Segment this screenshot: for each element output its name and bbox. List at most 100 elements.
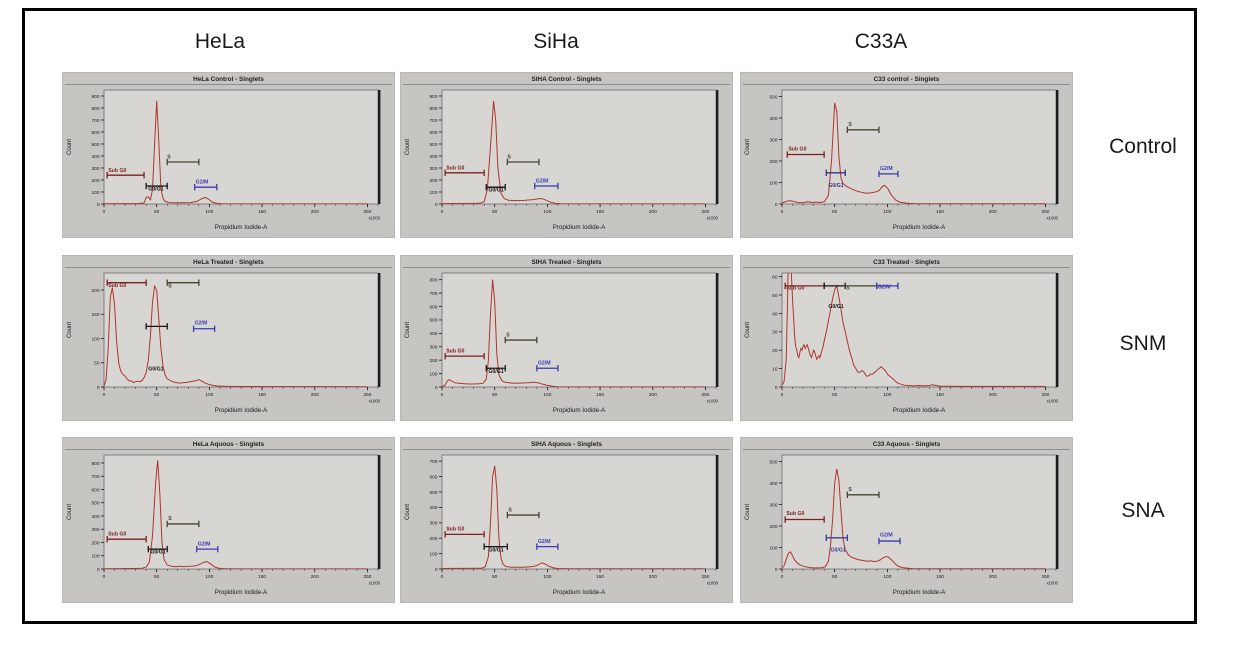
- histogram-panel-hela-sna: HeLa Aquous - Singlets 0 50 100 150 200 250 x10…: [62, 437, 395, 603]
- svg-text:G2/M: G2/M: [880, 166, 893, 172]
- svg-text:0: 0: [103, 209, 106, 215]
- figure-panel: HeLa SiHa C33A Control SNM SNA HeLa Cont…: [22, 8, 1197, 624]
- svg-text:100: 100: [883, 209, 891, 215]
- histogram-panel-c33a-control: C33 control - Singlets 0 50 100 150 200 250 x10…: [740, 72, 1073, 238]
- histogram-chart: SIHA Aquous - Singlets 0 50 100 150 200 250x10…: [400, 437, 733, 603]
- svg-text:100: 100: [429, 190, 437, 196]
- svg-text:200: 200: [649, 574, 657, 580]
- svg-text:100: 100: [205, 574, 213, 580]
- svg-text:200: 200: [311, 209, 319, 215]
- svg-text:Propidium Iodide-A: Propidium Iodide-A: [553, 589, 606, 596]
- histogram-chart: C33 control - Singlets 0 50 100 150 200 250x10…: [740, 72, 1073, 238]
- svg-text:500: 500: [429, 318, 437, 324]
- svg-text:G0/G1: G0/G1: [488, 188, 503, 194]
- svg-text:0: 0: [775, 202, 778, 208]
- svg-text:50: 50: [154, 392, 160, 398]
- svg-text:500: 500: [429, 490, 437, 496]
- svg-text:Propidium Iodide-A: Propidium Iodide-A: [553, 224, 606, 231]
- svg-text:600: 600: [429, 130, 437, 136]
- svg-text:HeLa Control - Singlets: HeLa Control - Singlets: [193, 76, 264, 83]
- column-header-hela: HeLa: [194, 30, 246, 53]
- svg-text:Sub G0: Sub G0: [788, 147, 806, 153]
- svg-text:500: 500: [769, 459, 777, 465]
- svg-text:G2/M: G2/M: [536, 178, 549, 184]
- svg-text:200: 200: [311, 574, 319, 580]
- svg-text:100: 100: [429, 371, 437, 377]
- svg-text:50: 50: [492, 209, 498, 215]
- svg-text:0: 0: [97, 385, 100, 391]
- svg-text:150: 150: [91, 312, 99, 318]
- svg-text:x1000: x1000: [369, 216, 381, 221]
- svg-text:800: 800: [429, 106, 437, 112]
- svg-text:300: 300: [429, 166, 437, 172]
- histogram-panel-hela-control: HeLa Control - Singlets 0 50 100 150 200 250 x1…: [62, 72, 395, 238]
- histogram-panel-siha-sna: SIHA Aquous - Singlets 0 50 100 150 200 250 x10…: [400, 437, 733, 603]
- svg-text:100: 100: [429, 551, 437, 557]
- row-label-control: Control: [1109, 135, 1177, 158]
- svg-text:S: S: [506, 333, 510, 339]
- svg-text:300: 300: [91, 166, 99, 172]
- svg-text:100: 100: [91, 554, 99, 560]
- svg-text:150: 150: [936, 209, 944, 215]
- histogram-chart: HeLa Control - Singlets 0 50 100 150 200 250x1…: [62, 72, 395, 238]
- svg-text:200: 200: [649, 392, 657, 398]
- svg-text:x1000: x1000: [707, 581, 719, 586]
- svg-text:G0/G1: G0/G1: [148, 367, 163, 373]
- svg-text:50: 50: [154, 209, 160, 215]
- svg-text:300: 300: [769, 502, 777, 508]
- histogram-panel-siha-control: SIHA Control - Singlets 0 50 100 150 200 250 x1…: [400, 72, 733, 238]
- svg-text:G2/M: G2/M: [538, 361, 551, 367]
- histogram-chart: C33 Aquous - Singlets 0 50 100 150 200 250x100…: [740, 437, 1073, 603]
- svg-text:100: 100: [769, 545, 777, 551]
- svg-text:0: 0: [103, 574, 106, 580]
- svg-text:150: 150: [596, 392, 604, 398]
- svg-text:x1000: x1000: [1047, 399, 1059, 404]
- svg-text:200: 200: [91, 540, 99, 546]
- svg-text:50: 50: [492, 392, 498, 398]
- svg-text:Sub G0: Sub G0: [786, 286, 804, 292]
- svg-text:100: 100: [543, 209, 551, 215]
- svg-text:600: 600: [91, 130, 99, 136]
- svg-text:50: 50: [832, 392, 838, 398]
- histogram-chart: HeLa Treated - Singlets 0 50 100 150 200 250x1…: [62, 255, 395, 421]
- svg-text:Propidium Iodide-A: Propidium Iodide-A: [215, 407, 268, 414]
- svg-text:0: 0: [781, 392, 784, 398]
- svg-text:200: 200: [989, 574, 997, 580]
- svg-text:400: 400: [769, 116, 777, 122]
- svg-text:50: 50: [94, 361, 100, 367]
- svg-text:G2/M: G2/M: [196, 180, 209, 186]
- svg-text:800: 800: [429, 278, 437, 284]
- svg-text:G0/G1: G0/G1: [828, 183, 843, 189]
- svg-text:250: 250: [1041, 574, 1049, 580]
- svg-text:200: 200: [769, 524, 777, 530]
- svg-text:0: 0: [441, 209, 444, 215]
- svg-text:100: 100: [543, 392, 551, 398]
- svg-text:200: 200: [429, 178, 437, 184]
- svg-text:C33 control - Singlets: C33 control - Singlets: [874, 76, 940, 83]
- svg-text:500: 500: [91, 501, 99, 507]
- svg-text:900: 900: [429, 94, 437, 100]
- svg-text:Propidium Iodide-A: Propidium Iodide-A: [215, 224, 268, 231]
- svg-text:200: 200: [429, 536, 437, 542]
- svg-text:300: 300: [91, 527, 99, 533]
- svg-text:Count: Count: [67, 139, 73, 155]
- column-header-siha: SiHa: [533, 30, 579, 53]
- svg-text:G2/M: G2/M: [195, 320, 208, 326]
- svg-text:700: 700: [429, 459, 437, 465]
- svg-text:200: 200: [91, 178, 99, 184]
- svg-text:100: 100: [769, 180, 777, 186]
- svg-text:150: 150: [258, 574, 266, 580]
- svg-text:0: 0: [781, 209, 784, 215]
- svg-text:50: 50: [832, 574, 838, 580]
- svg-text:0: 0: [97, 567, 100, 573]
- svg-text:200: 200: [989, 209, 997, 215]
- svg-text:50: 50: [154, 574, 160, 580]
- svg-text:0: 0: [441, 574, 444, 580]
- svg-text:60: 60: [772, 274, 778, 280]
- svg-text:G0/G1: G0/G1: [488, 548, 503, 554]
- svg-text:100: 100: [91, 336, 99, 342]
- svg-text:Propidium Iodide-A: Propidium Iodide-A: [553, 407, 606, 414]
- svg-text:250: 250: [701, 209, 709, 215]
- svg-text:300: 300: [429, 345, 437, 351]
